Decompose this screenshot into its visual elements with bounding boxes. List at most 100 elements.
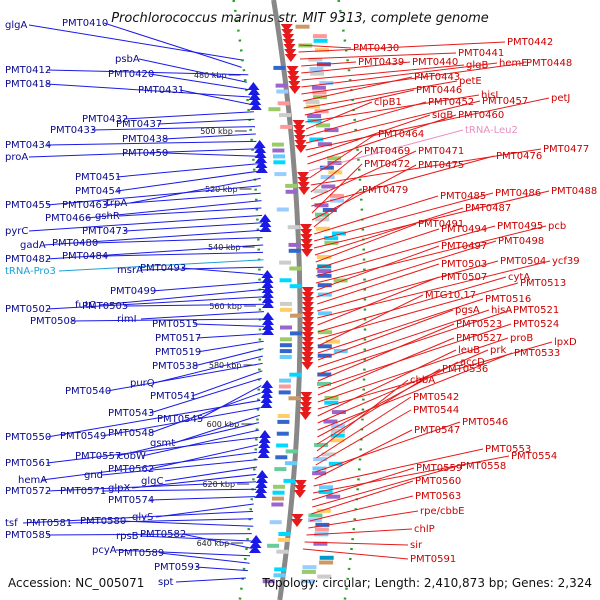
left-gene-label: PMT0540 [65,386,111,397]
right-gene-label: accD [460,357,485,368]
reverse-gene-arrow [301,337,314,345]
right-leader-line [315,225,496,277]
right-leader-line [317,276,440,326]
forward-gene-arrow [255,480,268,488]
right-gene-label: petJ [551,93,570,104]
reverse-gene-arrow [301,352,314,360]
feature-block [273,154,285,159]
guide-dots-inner [232,0,262,600]
right-leader-line [317,352,513,431]
reverse-gene-arrow [300,234,313,242]
left-leader-line [175,577,246,583]
right-leader-line [303,76,413,102]
left-leader-line [91,126,256,131]
tick-label-6: 600 kbp [207,420,240,429]
left-gene-label: pcyA [92,545,117,556]
right-leader-line [307,114,431,158]
right-leader-line [314,429,413,480]
feature-block [305,99,320,104]
right-leader-line [317,323,512,389]
right-leader-line [298,41,506,53]
right-leader-line [317,309,454,361]
left-leader-line [149,496,256,501]
left-gene-label: PMT0493 [140,263,186,274]
feature-block [327,161,342,165]
right-leader-line [314,195,439,235]
feature-block [310,71,325,76]
left-gene-label: PMT0508 [30,316,76,327]
left-leader-line [86,200,262,219]
left-leader-line [103,251,264,257]
feature-block [313,189,328,194]
right-leader-line [317,368,441,445]
forward-gene-arrow [247,82,260,90]
left-gene-label: PMT0432 [82,114,128,125]
feature-block [327,156,342,161]
right-gene-label: pcb [548,221,566,232]
right-leader-line [317,361,459,438]
left-gene-label: PMT0454 [75,186,121,197]
left-gene-label: PMT0418 [5,79,51,90]
left-leader-line [138,58,247,83]
right-gene-label: PMT0452 [428,97,474,108]
left-leader-line [163,152,258,157]
forward-gene-arrow [255,160,268,168]
forward-gene-arrow [259,219,272,227]
feature-block [319,560,334,565]
left-leader-line [46,244,264,260]
left-leader-line [139,535,252,542]
left-leader-line [46,140,257,146]
left-leader-line [46,83,251,98]
left-leader-line [101,459,258,476]
forward-gene-arrow [261,327,274,335]
left-leader-line [123,303,264,307]
left-leader-line [149,444,259,470]
feature-block [278,532,291,536]
left-gene-label: msrA [117,265,143,276]
left-leader-line [140,266,264,271]
left-gene-label: PMT0581 [26,518,72,529]
feature-block [324,240,339,245]
left-gene-label: PMT0545 [157,414,203,425]
feature-block [272,496,284,501]
feature-block [280,124,293,129]
right-gene-label: hisI [481,90,498,101]
right-gene-label: ycf39 [552,256,580,267]
left-leader-line [151,281,264,292]
feature-block [268,107,281,112]
right-gene-label: sir [410,540,423,551]
feature-block [324,400,339,405]
right-gene-label: PMT0486 [495,188,541,199]
left-leader-line [46,296,265,310]
feature-block [289,266,302,271]
reverse-gene-arrow [301,357,314,365]
right-gene-label: PMT0464 [378,129,424,140]
feature-block [277,101,290,106]
forward-gene-arrow [248,87,261,95]
left-leader-line [173,414,261,444]
feature-block [280,307,292,312]
feature-block [312,471,327,476]
reverse-gene-arrow [301,317,314,325]
right-leader-line [317,294,424,347]
right-leader-line [312,465,459,508]
feature-block [276,431,289,436]
right-leader-line [317,260,551,319]
right-gene-label: pgsA [455,305,480,316]
left-gene-label: PMT0550 [5,432,51,443]
left-gene-label: PMT0582 [140,529,186,540]
right-leader-line [310,150,417,200]
reverse-gene-arrow [293,135,306,143]
forward-gene-arrow [260,400,273,408]
reverse-gene-arrow [280,24,293,32]
right-leader-line [313,189,361,228]
feature-block [319,81,334,86]
forward-gene-arrow [257,445,270,453]
left-gene-label: PMT0412 [5,65,51,76]
right-gene-label: PMT0487 [465,203,511,214]
left-leader-line [46,399,261,438]
right-gene-label: PMT0439 [358,57,404,68]
feature-block [333,278,348,283]
forward-gene-arrow [261,285,274,293]
